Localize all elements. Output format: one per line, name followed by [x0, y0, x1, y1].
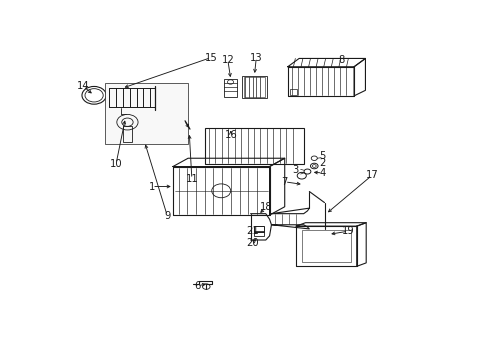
Bar [289, 89, 297, 95]
Text: 5: 5 [319, 151, 325, 161]
Text: 1: 1 [148, 181, 155, 192]
Text: 12: 12 [221, 55, 234, 66]
Bar [205, 128, 303, 164]
Text: 8: 8 [338, 55, 344, 66]
Text: 16: 16 [224, 130, 237, 140]
Text: 21: 21 [245, 226, 258, 236]
Text: 14: 14 [77, 81, 89, 91]
Text: 9: 9 [163, 211, 170, 221]
Text: 10: 10 [109, 159, 122, 169]
Bar [242, 76, 266, 98]
Text: 17: 17 [365, 170, 378, 180]
Text: 6: 6 [194, 281, 201, 291]
Bar [122, 126, 132, 141]
Bar [253, 231, 264, 235]
Text: 3: 3 [291, 165, 298, 175]
Bar [224, 79, 237, 97]
Text: 15: 15 [204, 53, 217, 63]
Bar [301, 230, 350, 262]
Text: 20: 20 [245, 238, 258, 248]
Text: 2: 2 [319, 158, 325, 168]
Text: 13: 13 [249, 53, 262, 63]
Text: 18: 18 [259, 202, 271, 212]
Bar [104, 84, 188, 144]
Bar [244, 77, 264, 97]
Text: 11: 11 [185, 174, 198, 184]
Text: 4: 4 [319, 168, 325, 178]
Text: 7: 7 [281, 177, 287, 187]
Text: 19: 19 [341, 226, 354, 236]
Bar [253, 226, 264, 232]
